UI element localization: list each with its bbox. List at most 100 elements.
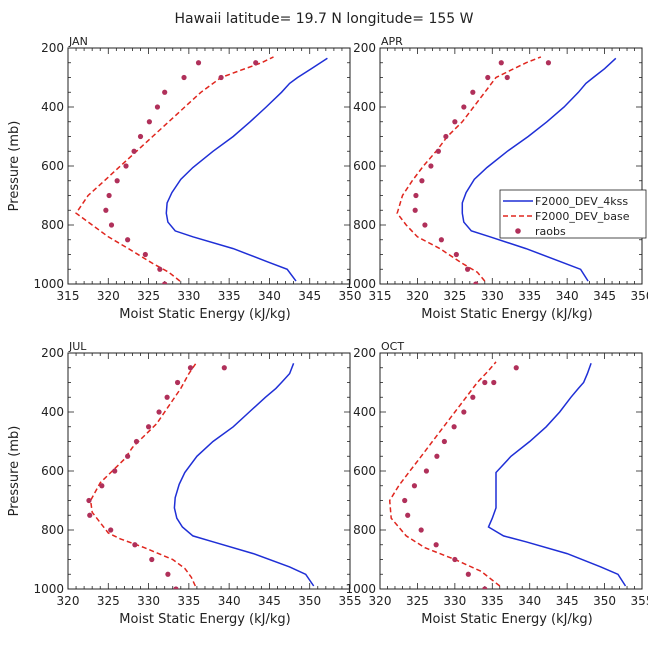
x-tick-label: 315 [57, 289, 80, 303]
raobs-point [125, 237, 131, 243]
y-tick-label: 400 [353, 100, 376, 114]
raobs-point [473, 281, 479, 284]
raobs-point [133, 438, 140, 445]
raobs-point [452, 556, 458, 563]
raobs-point [218, 74, 224, 81]
raobs-point [125, 453, 131, 459]
raobs-point [164, 394, 170, 400]
x-tick-label: 350 [593, 594, 616, 608]
x-tick-label: 345 [556, 594, 579, 608]
raobs-point [453, 251, 459, 258]
raobs-point [465, 571, 471, 577]
raobs-point [461, 409, 467, 415]
raobs-point [195, 60, 202, 66]
raobs-point [87, 512, 93, 518]
legend-label-base: F2000_DEV_base [535, 210, 630, 223]
data-layer-jan [75, 56, 328, 284]
x-tick-label: 335 [177, 594, 200, 608]
x-tick-label: 340 [556, 289, 579, 303]
raobs-point [433, 542, 439, 548]
data-layer-apr [396, 56, 617, 284]
raobs-point [451, 424, 457, 430]
raobs-point [253, 60, 259, 66]
panel-title-apr: APR [381, 35, 403, 48]
plot-frame-oct [379, 352, 643, 590]
raobs-point [402, 497, 408, 504]
raobs-point [470, 89, 476, 95]
y-tick-label: 400 [41, 100, 64, 114]
x-tick-label: 340 [218, 594, 241, 608]
legend-marker-raobs [515, 228, 521, 234]
x-tick-label: 335 [518, 289, 541, 303]
raobs-point [145, 424, 152, 430]
raobs-point [441, 438, 447, 445]
raobs-point [498, 60, 504, 66]
y-tick-label: 200 [353, 41, 376, 55]
y-tick-label: 600 [41, 464, 64, 478]
x-axis-title-jan: Moist Static Energy (kJ/kg) [119, 307, 290, 322]
raobs-point [482, 379, 488, 386]
y-axis-title-jul: Pressure (mb) [7, 426, 22, 517]
x-tick-label: 355 [631, 594, 648, 608]
x-tick-label: 350 [339, 289, 362, 303]
raobs-point [156, 409, 162, 415]
panel-title-oct: OCT [381, 340, 404, 353]
x-tick-label: 320 [369, 594, 392, 608]
raobs-point [422, 222, 428, 228]
y-tick-label: 800 [353, 218, 376, 232]
raobs-point [545, 60, 552, 66]
x-tick-label: 330 [481, 289, 504, 303]
y-tick-label: 200 [41, 41, 64, 55]
raobs-point [165, 571, 171, 577]
panel-oct: 320 325 330 335 340 345 350 355 200 400 600 800 1000… [345, 340, 648, 627]
raobs-point [482, 586, 488, 589]
x-axis-title-oct: Moist Static Energy (kJ/kg) [421, 612, 592, 627]
raobs-point [103, 207, 109, 213]
series-line-base [75, 56, 274, 282]
x-tick-label: 335 [481, 594, 504, 608]
y-axis-title-jan: Pressure (mb) [7, 121, 22, 212]
raobs-point [485, 74, 491, 81]
raobs-point [146, 119, 152, 125]
series-line-base [89, 361, 198, 587]
figure-title: Hawaii latitude= 19.7 N longitude= 155 W [175, 11, 474, 27]
raobs-point [149, 556, 155, 563]
raobs-point [123, 163, 129, 169]
x-tick-label: 325 [97, 594, 120, 608]
raobs-point [513, 365, 519, 371]
x-tick-label: 330 [137, 594, 160, 608]
series-line-4kss [165, 57, 328, 282]
x-tick-label: 350 [298, 594, 321, 608]
raobs-point [435, 148, 441, 154]
x-tick-label: 345 [593, 289, 616, 303]
panel-jul: 320 325 330 335 340 345 350 355 200 400 600 800 1000… [7, 340, 361, 627]
series-line-4kss [461, 57, 617, 282]
raobs-point [162, 281, 168, 284]
raobs-point [157, 266, 163, 272]
y-tick-label: 600 [353, 159, 376, 173]
raobs-point [504, 74, 510, 81]
raobs-point [187, 365, 194, 371]
x-tick-label: 325 [443, 289, 466, 303]
y-tick-label: 400 [353, 405, 376, 419]
x-tick-label: 320 [57, 594, 80, 608]
raobs-point [412, 207, 418, 213]
raobs-point [470, 394, 476, 400]
legend-label-raobs: raobs [535, 225, 566, 238]
raobs-point [154, 104, 161, 110]
series-line-base [396, 56, 542, 282]
panel-title-jul: JUL [68, 340, 87, 353]
x-axis-title-jul: Moist Static Energy (kJ/kg) [119, 612, 290, 627]
y-tick-label: 800 [41, 523, 64, 537]
raobs-point [99, 483, 105, 489]
plot-frame-apr [379, 47, 643, 285]
raobs-point [108, 222, 115, 228]
raobs-point [411, 483, 418, 489]
data-layer-jul [86, 361, 315, 589]
x-tick-label: 315 [369, 289, 392, 303]
raobs-point [137, 133, 144, 140]
plot-frame-jan [67, 47, 351, 285]
x-tick-label: 320 [406, 289, 429, 303]
raobs-point [162, 89, 168, 95]
y-tick-label: 800 [353, 523, 376, 537]
